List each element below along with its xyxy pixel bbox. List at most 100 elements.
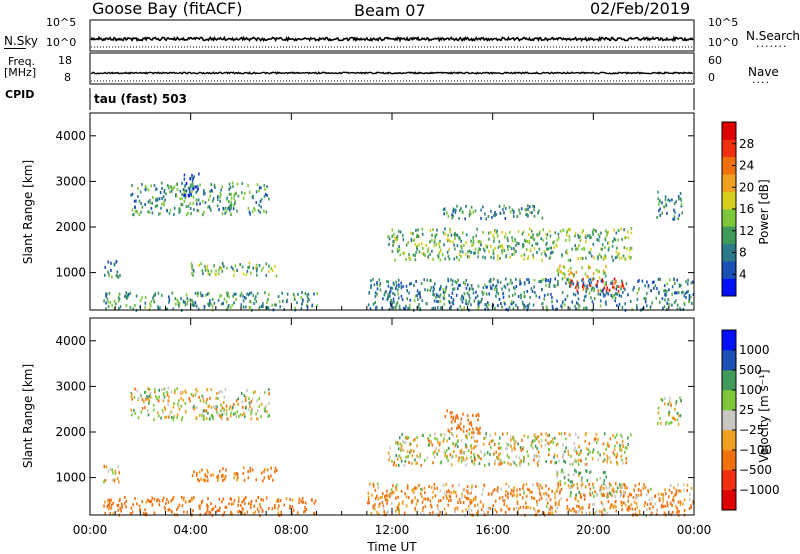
data-cell: [654, 284, 657, 288]
data-cell: [640, 489, 642, 493]
data-cell: [528, 205, 531, 209]
data-cell: [121, 504, 123, 508]
data-cell: [376, 287, 379, 291]
data-cell: [576, 283, 578, 287]
data-cell: [196, 202, 198, 206]
data-cell: [414, 508, 417, 512]
data-cell: [131, 192, 134, 196]
data-cell: [207, 271, 209, 275]
data-cell: [549, 277, 552, 281]
data-cell: [512, 211, 515, 215]
data-cell: [392, 484, 394, 488]
data-cell: [457, 278, 459, 282]
data-cell: [256, 507, 259, 511]
data-cell: [581, 506, 583, 510]
data-cell: [180, 404, 183, 408]
freq-tick-top: 18: [58, 54, 72, 67]
data-cell: [443, 433, 446, 437]
data-cell: [416, 294, 418, 298]
data-cell: [559, 483, 562, 487]
data-cell: [156, 398, 159, 402]
data-cell: [414, 496, 416, 500]
data-cell: [206, 503, 208, 507]
data-cell: [206, 506, 209, 509]
data-cell: [232, 294, 234, 298]
data-cell: [407, 436, 410, 440]
data-cell: [147, 210, 150, 214]
data-cell: [205, 417, 208, 420]
data-cell: [598, 488, 601, 492]
data-cell: [577, 459, 580, 462]
data-cell: [190, 192, 192, 196]
data-cell: [171, 410, 173, 414]
data-cell: [669, 199, 671, 203]
data-cell: [644, 485, 647, 489]
colorbar-swatch: [722, 174, 736, 192]
data-cell: [503, 204, 505, 208]
data-cell: [172, 187, 174, 191]
data-cell: [252, 294, 254, 297]
data-cell: [372, 505, 375, 509]
data-cell: [424, 288, 426, 292]
data-cell: [681, 291, 683, 295]
data-cell: [483, 483, 485, 487]
data-cell: [593, 288, 595, 292]
data-cell: [543, 511, 545, 515]
freq-panel-frame: [89, 52, 695, 85]
data-cell: [583, 295, 586, 299]
data-cell: [152, 408, 155, 412]
data-cell: [594, 437, 597, 441]
data-cell: [197, 477, 199, 481]
data-cell: [433, 456, 436, 459]
data-cell: [540, 432, 543, 436]
data-cell: [397, 296, 400, 300]
data-cell: [161, 408, 164, 412]
data-cell: [473, 455, 476, 459]
data-cell: [467, 491, 469, 495]
data-cell: [193, 185, 196, 189]
data-cell: [508, 456, 510, 460]
data-cell: [460, 297, 462, 301]
data-cell: [668, 400, 671, 404]
data-cell: [236, 268, 238, 272]
data-cell: [648, 507, 651, 510]
data-cell: [228, 208, 231, 212]
data-cell: [450, 305, 452, 309]
data-cell: [450, 307, 452, 311]
data-cell: [677, 483, 679, 487]
data-cell: [153, 418, 155, 422]
data-cell: [278, 504, 280, 508]
data-cell: [455, 293, 458, 297]
data-cell: [499, 436, 501, 440]
data-cell: [154, 293, 157, 297]
data-cell: [402, 306, 405, 310]
data-cell: [470, 509, 473, 512]
data-cell: [398, 511, 401, 515]
data-cell: [576, 451, 578, 455]
data-cell: [540, 496, 543, 500]
data-cell: [677, 217, 679, 221]
data-cell: [582, 277, 584, 281]
data-cell: [199, 183, 201, 187]
data-cell: [222, 206, 225, 210]
data-cell: [467, 302, 469, 306]
data-cell: [538, 280, 541, 284]
data-cell: [523, 295, 526, 298]
data-cell: [478, 429, 480, 433]
data-cell: [610, 460, 612, 464]
data-cell: [487, 511, 489, 514]
data-cell: [378, 504, 380, 508]
data-cell: [452, 442, 454, 446]
data-cell: [221, 406, 224, 410]
data-cell: [153, 300, 156, 304]
data-cell: [514, 239, 516, 243]
data-cell: [597, 255, 599, 259]
data-cell: [211, 297, 214, 301]
data-cell: [547, 279, 550, 282]
data-cell: [125, 499, 127, 503]
data-cell: [209, 396, 211, 400]
data-cell: [387, 284, 390, 288]
data-cell: [683, 488, 685, 492]
data-cell: [666, 500, 669, 504]
data-cell: [456, 434, 458, 438]
